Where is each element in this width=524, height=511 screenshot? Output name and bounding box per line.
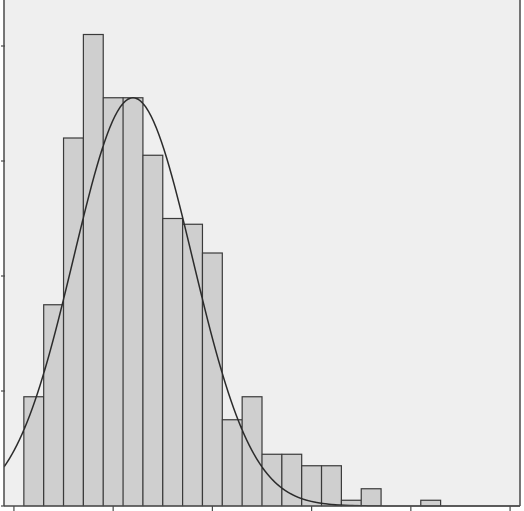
histogram-bar xyxy=(182,223,204,507)
histogram-bar xyxy=(320,465,342,507)
histogram-bar xyxy=(142,154,164,507)
histogram-bar xyxy=(360,488,382,507)
histogram-bar xyxy=(122,97,144,507)
histogram-bar xyxy=(82,33,104,507)
histogram-bar xyxy=(62,137,84,507)
histogram-bar xyxy=(221,419,243,507)
histogram-bar xyxy=(102,97,124,507)
histogram-bar xyxy=(162,217,184,507)
histogram-bar xyxy=(201,252,223,507)
histogram-bar xyxy=(43,304,65,507)
histogram-bar xyxy=(23,396,45,507)
histogram-bar xyxy=(420,499,442,507)
